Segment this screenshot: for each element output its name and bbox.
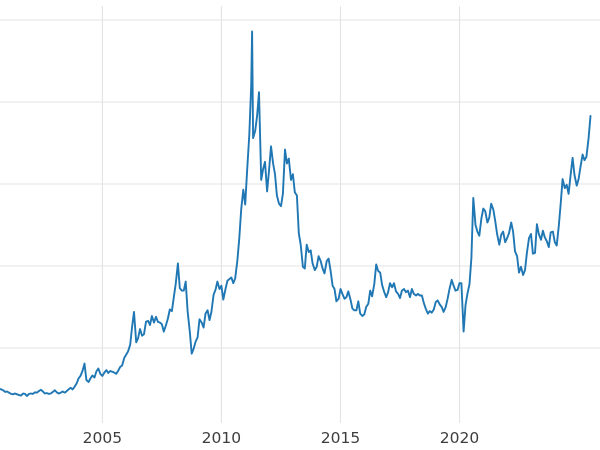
line-series <box>0 30 592 397</box>
x-tick-label-2015: 2015 <box>321 429 360 447</box>
x-tick-label-2010: 2010 <box>202 429 241 447</box>
x-tick-label-2020: 2020 <box>440 429 479 447</box>
x-tick-label-2005: 2005 <box>83 429 122 447</box>
